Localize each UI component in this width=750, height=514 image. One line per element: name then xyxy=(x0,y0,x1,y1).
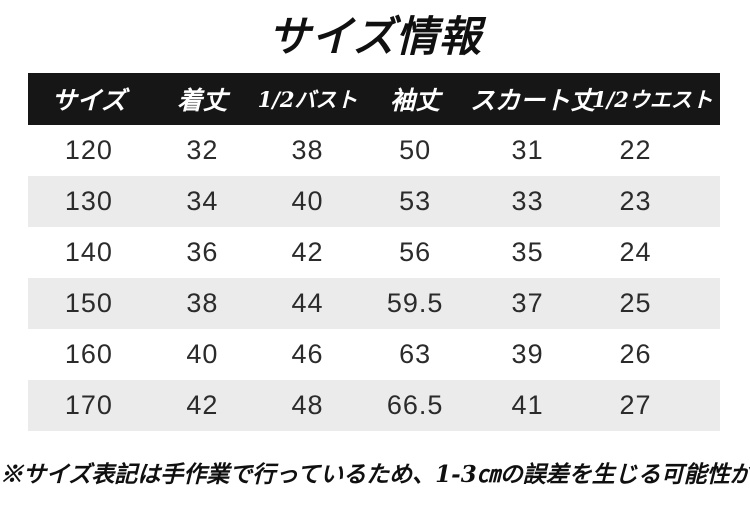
header-half-bust: 1/2バスト xyxy=(257,87,358,112)
header-size: サイズ xyxy=(51,86,127,115)
table-cell: 130 xyxy=(64,186,113,216)
table-cell: 37 xyxy=(511,288,544,318)
table-cell: 33 xyxy=(511,186,544,216)
size-table: サイズ 着丈 1/2バスト 袖丈 スカート丈 1/2ウエスト 120 32 38… xyxy=(28,73,720,431)
table-cell: 31 xyxy=(511,135,544,165)
header-skirt: スカート丈 xyxy=(470,86,596,115)
table-cell: 120 xyxy=(64,135,113,165)
table-cell: 22 xyxy=(619,135,652,165)
table-cell: 38 xyxy=(186,288,219,318)
table-cell: 40 xyxy=(291,186,324,216)
table-cell: 56 xyxy=(399,237,432,267)
table-cell: 27 xyxy=(619,390,652,420)
table-row: 160 40 46 63 39 26 xyxy=(28,329,720,380)
table-cell: 66.5 xyxy=(386,390,444,420)
table-row: 140 36 42 56 35 24 xyxy=(28,227,720,278)
table-cell: 23 xyxy=(619,186,652,216)
table-cell: 44 xyxy=(291,288,324,318)
table-cell: 46 xyxy=(291,339,324,369)
table-cell: 170 xyxy=(64,390,113,420)
table-cell: 53 xyxy=(399,186,432,216)
header-body-length: 着丈 xyxy=(177,86,228,115)
table-cell: 41 xyxy=(511,390,544,420)
table-cell: 59.5 xyxy=(386,288,444,318)
table-cell: 42 xyxy=(291,237,324,267)
page-title: サイズ情報 xyxy=(268,12,482,61)
table-cell: 38 xyxy=(291,135,324,165)
table-header-row: サイズ 着丈 1/2バスト 袖丈 スカート丈 1/2ウエスト xyxy=(28,73,720,125)
table-row: 150 38 44 59.5 37 25 xyxy=(28,278,720,329)
table-cell: 25 xyxy=(619,288,652,318)
table-row: 130 34 40 53 33 23 xyxy=(28,176,720,227)
table-cell: 48 xyxy=(291,390,324,420)
table-cell: 140 xyxy=(64,237,113,267)
size-disclaimer-note: ※サイズ表記は手作業で行っているため、1-3㎝の誤差を生じる可能性があります。 xyxy=(0,461,750,488)
table-cell: 36 xyxy=(186,237,219,267)
table-cell: 50 xyxy=(399,135,432,165)
header-half-waist: 1/2ウエスト xyxy=(592,87,713,112)
table-row: 120 32 38 50 31 22 xyxy=(28,125,720,176)
table-cell: 32 xyxy=(186,135,219,165)
header-sleeve: 袖丈 xyxy=(390,86,441,115)
table-cell: 24 xyxy=(619,237,652,267)
table-row: 170 42 48 66.5 41 27 xyxy=(28,380,720,431)
table-cell: 42 xyxy=(186,390,219,420)
table-cell: 26 xyxy=(619,339,652,369)
table-cell: 35 xyxy=(511,237,544,267)
table-body: 120 32 38 50 31 22 130 34 40 53 33 23 14… xyxy=(28,125,720,431)
table-cell: 150 xyxy=(64,288,113,318)
table-cell: 160 xyxy=(64,339,113,369)
table-cell: 34 xyxy=(186,186,219,216)
table-cell: 40 xyxy=(186,339,219,369)
table-cell: 63 xyxy=(399,339,432,369)
table-cell: 39 xyxy=(511,339,544,369)
